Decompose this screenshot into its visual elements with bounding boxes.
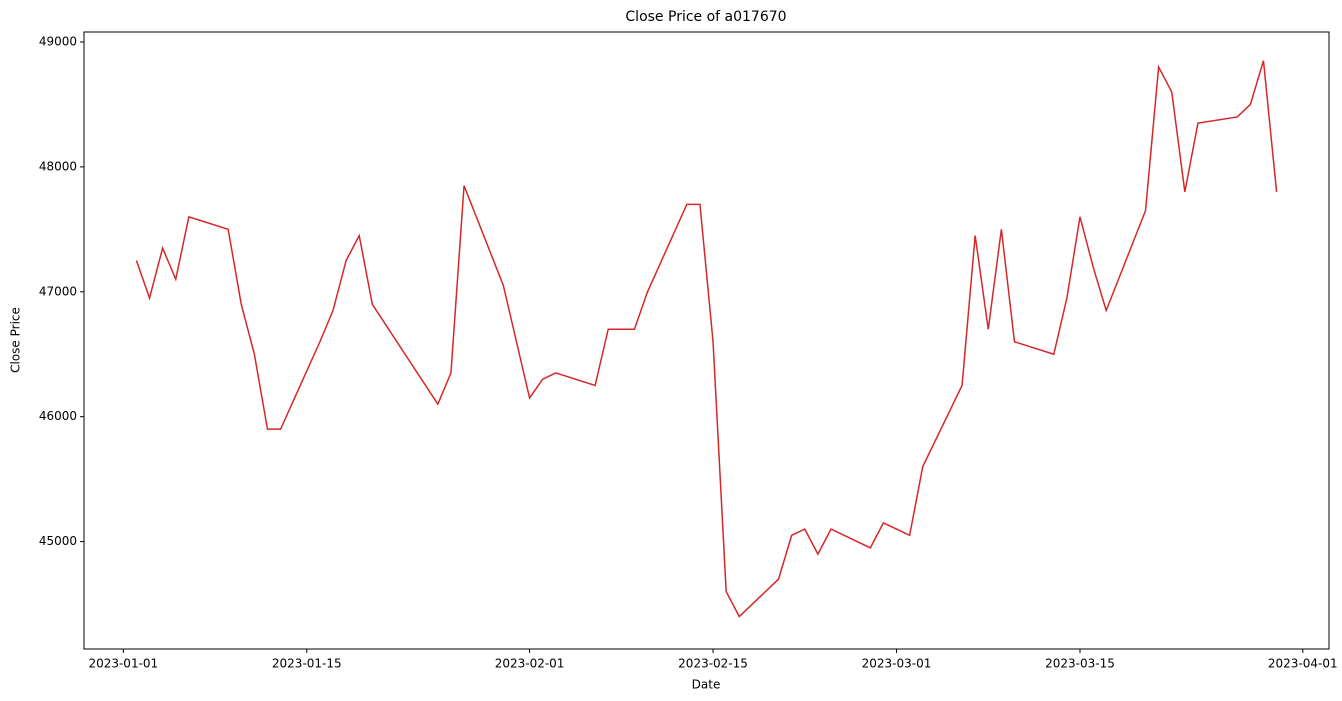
price-line xyxy=(135,60,1278,618)
y-tick-label: 47000 xyxy=(39,284,77,298)
y-tick-label: 48000 xyxy=(39,159,77,173)
x-tick-label: 2023-04-01 xyxy=(1268,657,1338,671)
x-tick-label: 2023-02-15 xyxy=(678,657,748,671)
x-tick-label: 2023-01-01 xyxy=(88,657,158,671)
x-axis-label: Date xyxy=(692,678,721,692)
chart-title: Close Price of a017670 xyxy=(625,9,786,25)
x-tick-label: 2023-03-15 xyxy=(1045,657,1115,671)
y-axis-label: Close Price xyxy=(9,307,23,373)
x-tick-label: 2023-02-01 xyxy=(495,657,565,671)
plot-frame xyxy=(83,31,1330,650)
y-tick-label: 45000 xyxy=(39,534,77,548)
x-tick-label: 2023-03-01 xyxy=(862,657,932,671)
y-tick-label: 49000 xyxy=(39,34,77,48)
x-tick-label: 2023-01-15 xyxy=(272,657,342,671)
y-tick-label: 46000 xyxy=(39,409,77,423)
